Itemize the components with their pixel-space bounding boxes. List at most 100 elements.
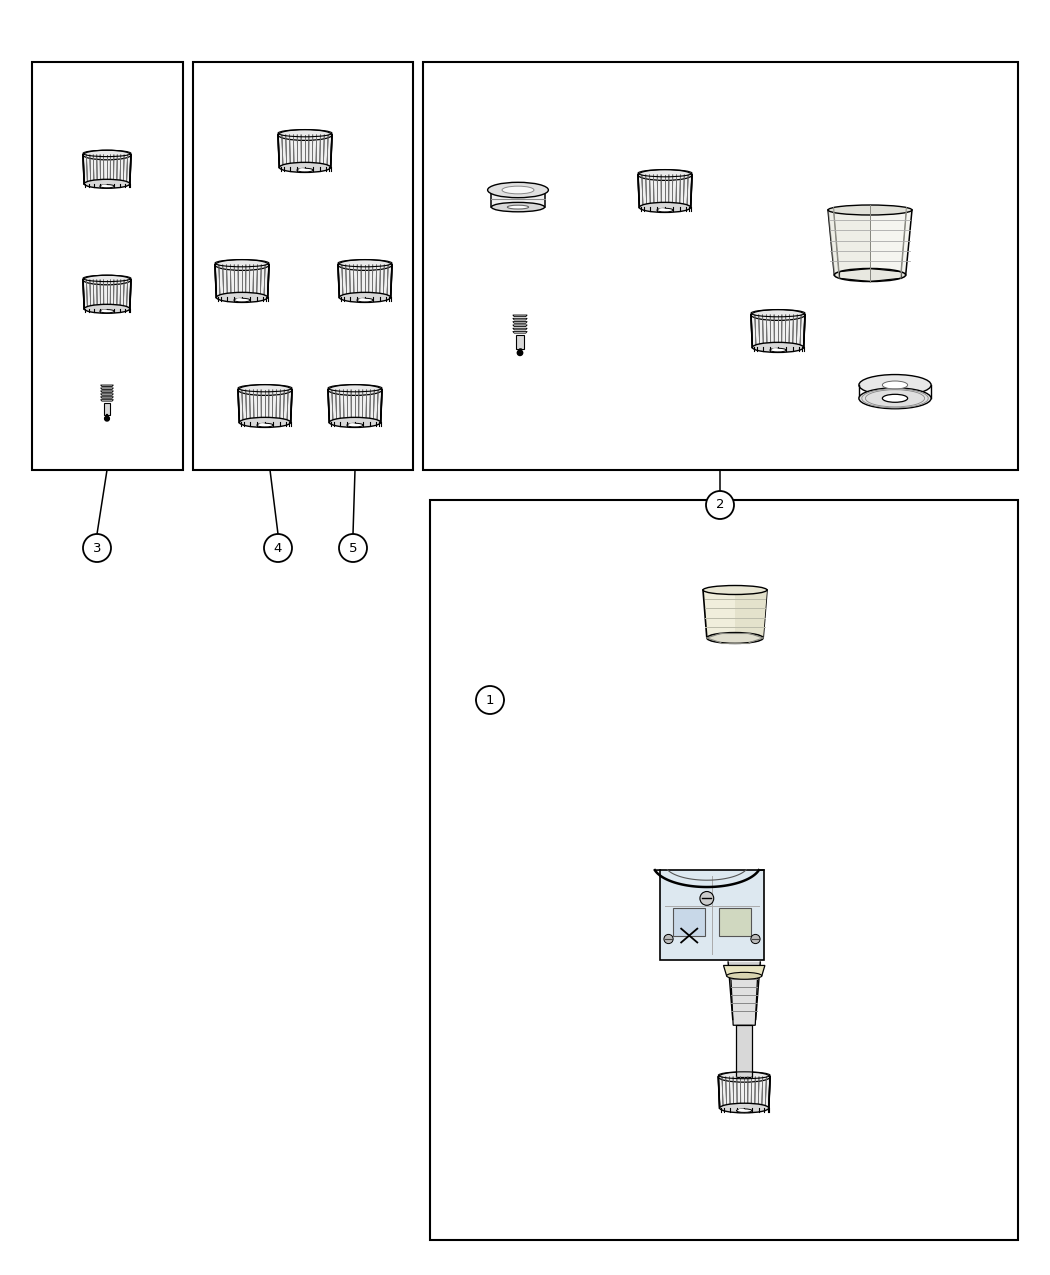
Ellipse shape bbox=[102, 310, 107, 311]
Circle shape bbox=[518, 351, 523, 356]
Ellipse shape bbox=[770, 348, 786, 352]
Polygon shape bbox=[512, 321, 527, 324]
Ellipse shape bbox=[359, 298, 365, 301]
Ellipse shape bbox=[215, 260, 269, 270]
Ellipse shape bbox=[357, 298, 373, 302]
Ellipse shape bbox=[772, 348, 779, 351]
Polygon shape bbox=[101, 397, 113, 398]
Text: 4: 4 bbox=[274, 542, 282, 555]
Polygon shape bbox=[101, 385, 113, 386]
Ellipse shape bbox=[718, 1072, 770, 1082]
Polygon shape bbox=[660, 870, 763, 960]
Ellipse shape bbox=[330, 417, 381, 427]
Ellipse shape bbox=[299, 168, 306, 171]
Polygon shape bbox=[704, 590, 766, 638]
Ellipse shape bbox=[639, 203, 691, 213]
Polygon shape bbox=[718, 1077, 770, 1108]
Circle shape bbox=[339, 534, 368, 562]
Bar bbox=[517, 335, 524, 349]
Ellipse shape bbox=[835, 269, 906, 282]
Ellipse shape bbox=[491, 203, 545, 212]
Ellipse shape bbox=[707, 632, 763, 644]
Ellipse shape bbox=[339, 292, 391, 302]
Text: 1: 1 bbox=[486, 694, 495, 706]
Text: 3: 3 bbox=[92, 542, 101, 555]
Circle shape bbox=[751, 935, 760, 943]
Polygon shape bbox=[83, 280, 131, 309]
Ellipse shape bbox=[102, 185, 107, 186]
Text: 5: 5 bbox=[349, 542, 357, 555]
Ellipse shape bbox=[738, 1109, 744, 1111]
Ellipse shape bbox=[502, 186, 534, 194]
Bar bbox=[423, 62, 1018, 470]
Polygon shape bbox=[338, 265, 392, 297]
Ellipse shape bbox=[659, 208, 666, 210]
Ellipse shape bbox=[349, 423, 356, 426]
Circle shape bbox=[664, 935, 673, 943]
Bar bbox=[673, 908, 706, 936]
Circle shape bbox=[83, 534, 111, 562]
Ellipse shape bbox=[238, 385, 292, 395]
Polygon shape bbox=[491, 190, 545, 207]
Ellipse shape bbox=[704, 585, 766, 594]
Ellipse shape bbox=[279, 162, 331, 172]
Ellipse shape bbox=[487, 182, 548, 198]
Ellipse shape bbox=[100, 310, 114, 312]
Polygon shape bbox=[101, 394, 113, 395]
Circle shape bbox=[105, 416, 109, 421]
Polygon shape bbox=[735, 590, 766, 638]
Ellipse shape bbox=[278, 130, 332, 140]
Bar bbox=[32, 62, 183, 470]
Ellipse shape bbox=[84, 180, 130, 189]
Ellipse shape bbox=[328, 385, 382, 395]
Polygon shape bbox=[512, 328, 527, 330]
Ellipse shape bbox=[727, 973, 762, 979]
Polygon shape bbox=[512, 332, 527, 333]
Polygon shape bbox=[278, 135, 332, 167]
Ellipse shape bbox=[859, 388, 931, 409]
Ellipse shape bbox=[736, 1109, 752, 1112]
Ellipse shape bbox=[753, 343, 803, 352]
Ellipse shape bbox=[259, 423, 266, 426]
Polygon shape bbox=[638, 175, 692, 208]
Ellipse shape bbox=[239, 417, 291, 427]
Ellipse shape bbox=[346, 423, 363, 427]
Polygon shape bbox=[828, 210, 912, 275]
Ellipse shape bbox=[882, 381, 907, 389]
Polygon shape bbox=[828, 210, 870, 275]
Ellipse shape bbox=[257, 423, 273, 427]
Polygon shape bbox=[736, 1025, 752, 1077]
Polygon shape bbox=[83, 156, 131, 184]
Bar bbox=[430, 500, 1018, 1241]
Text: 2: 2 bbox=[716, 499, 724, 511]
Bar bbox=[193, 62, 413, 470]
Ellipse shape bbox=[882, 394, 907, 403]
Polygon shape bbox=[328, 390, 382, 422]
Ellipse shape bbox=[83, 150, 131, 159]
Ellipse shape bbox=[638, 170, 692, 180]
Polygon shape bbox=[238, 390, 292, 422]
Polygon shape bbox=[215, 265, 269, 297]
Polygon shape bbox=[101, 388, 113, 389]
Ellipse shape bbox=[719, 1103, 769, 1113]
Polygon shape bbox=[512, 319, 527, 320]
Polygon shape bbox=[512, 325, 527, 326]
Polygon shape bbox=[751, 315, 805, 347]
Ellipse shape bbox=[338, 260, 392, 270]
Circle shape bbox=[706, 491, 734, 519]
Ellipse shape bbox=[236, 298, 243, 301]
Circle shape bbox=[264, 534, 292, 562]
Ellipse shape bbox=[751, 310, 805, 320]
Polygon shape bbox=[723, 965, 764, 975]
Ellipse shape bbox=[100, 185, 114, 187]
Ellipse shape bbox=[657, 208, 673, 212]
Circle shape bbox=[476, 686, 504, 714]
Bar bbox=[718, 908, 751, 936]
Polygon shape bbox=[101, 399, 113, 402]
Ellipse shape bbox=[859, 375, 931, 395]
Polygon shape bbox=[731, 968, 758, 1025]
Polygon shape bbox=[512, 315, 527, 316]
Ellipse shape bbox=[234, 298, 250, 302]
Circle shape bbox=[700, 891, 714, 905]
Ellipse shape bbox=[297, 168, 313, 172]
